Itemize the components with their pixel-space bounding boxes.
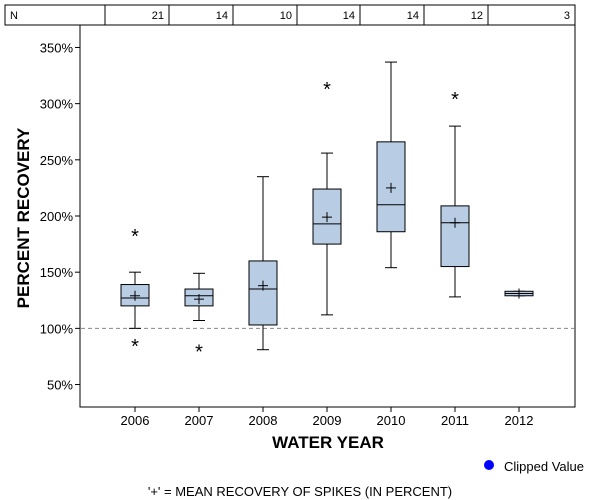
outlier-star: * — [131, 336, 139, 358]
outlier-star: * — [323, 79, 331, 101]
y-tick-label-100: 100% — [40, 321, 74, 336]
box-2008 — [248, 176, 278, 351]
n-count-2007: 14 — [216, 10, 228, 22]
box-2011: * — [440, 89, 470, 298]
iqr-box — [248, 260, 278, 326]
boxes-layer: ** ** * — [120, 61, 534, 364]
y-axis: 50% 100% 150% 200% 250% 300% 350% — [40, 40, 80, 393]
n-count-row: N 21 14 10 14 14 12 3 — [4, 4, 576, 26]
x-tick-label-2012: 2012 — [505, 413, 534, 428]
x-tick-label-2009: 2009 — [313, 413, 342, 428]
legend: Clipped Value — [484, 459, 584, 474]
outlier-star: * — [195, 342, 203, 364]
n-count-2010: 14 — [407, 10, 419, 22]
x-axis-title: WATER YEAR — [272, 433, 384, 452]
x-tick-label-2011: 2011 — [441, 413, 469, 428]
box-2006: ** — [120, 226, 150, 358]
box-2009: * — [312, 79, 342, 316]
y-tick-label-200: 200% — [40, 209, 74, 224]
box-2010 — [376, 61, 406, 269]
clipped-value-marker — [484, 460, 494, 470]
x-axis: 2006 2007 2008 2009 2010 2011 2012 — [121, 407, 534, 428]
y-tick-label-350: 350% — [40, 40, 74, 55]
x-tick-label-2007: 2007 — [185, 413, 214, 428]
y-tick-label-250: 250% — [40, 153, 74, 168]
y-axis-title: PERCENT RECOVERY — [14, 127, 33, 308]
outlier-star: * — [131, 226, 139, 248]
outlier-star: * — [451, 89, 459, 111]
footnote: '+' = MEAN RECOVERY OF SPIKES (IN PERCEN… — [148, 484, 452, 499]
y-tick-label-300: 300% — [40, 97, 74, 112]
x-tick-label-2006: 2006 — [121, 413, 150, 428]
iqr-box — [440, 205, 470, 268]
n-row-label: N — [10, 10, 18, 22]
n-count-2008: 10 — [280, 10, 292, 22]
x-tick-label-2010: 2010 — [377, 413, 406, 428]
legend-label: Clipped Value — [504, 459, 584, 474]
box-2007: * — [184, 272, 214, 364]
n-count-2009: 14 — [343, 10, 355, 22]
n-count-2012: 3 — [564, 10, 570, 22]
n-count-2006: 21 — [152, 10, 164, 22]
box-2012 — [504, 288, 534, 299]
n-count-2011: 12 — [471, 10, 483, 22]
x-tick-label-2008: 2008 — [249, 413, 278, 428]
y-tick-label-50: 50% — [47, 378, 73, 393]
y-tick-label-150: 150% — [40, 265, 74, 280]
